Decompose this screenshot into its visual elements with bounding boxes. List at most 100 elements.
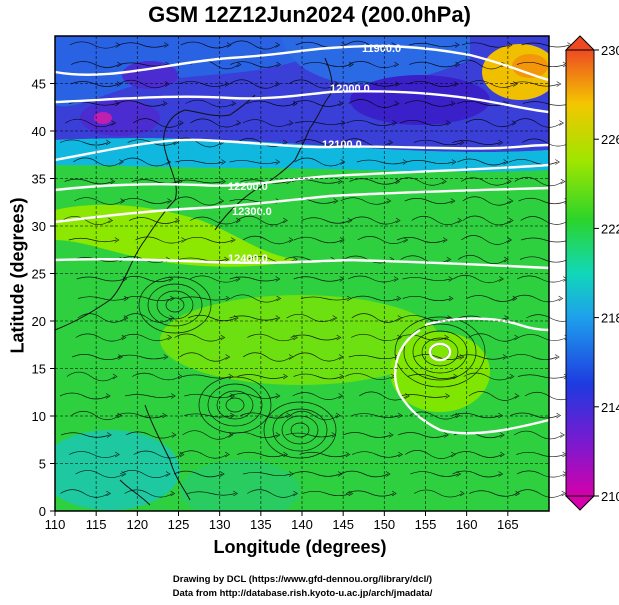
streamline bbox=[518, 197, 567, 205]
streamline-arrow bbox=[504, 315, 510, 321]
streamline bbox=[345, 490, 395, 497]
chart-title: GSM 12Z12Jun2024 (200.0hPa) bbox=[148, 2, 471, 27]
streamline-arrow bbox=[395, 81, 401, 87]
contour-line bbox=[393, 328, 550, 435]
streamline bbox=[289, 410, 339, 421]
streamline-arrow bbox=[499, 432, 505, 438]
credit-data-source: Data from http://database.rish.kyoto-u.a… bbox=[172, 588, 433, 599]
streamline bbox=[340, 197, 389, 205]
streamline-arrow bbox=[514, 334, 520, 341]
streamline bbox=[121, 198, 170, 204]
streamline bbox=[76, 276, 125, 282]
streamline bbox=[398, 432, 447, 438]
streamline-arrow bbox=[105, 139, 111, 146]
streamline-arrow bbox=[110, 178, 116, 185]
streamline-arrow bbox=[167, 334, 173, 341]
streamline bbox=[174, 333, 223, 342]
streamline bbox=[122, 275, 172, 283]
streamline-arrow bbox=[335, 412, 341, 419]
streamline bbox=[456, 354, 506, 360]
streamline bbox=[77, 313, 126, 323]
streamline bbox=[402, 277, 451, 281]
streamline-arrow bbox=[177, 178, 183, 185]
streamline-arrow bbox=[333, 198, 339, 204]
streamline-arrow bbox=[514, 393, 520, 399]
y-tick-label: 45 bbox=[32, 77, 46, 92]
streamline-arrow bbox=[442, 237, 448, 243]
streamline-arrow bbox=[288, 471, 294, 477]
streamline-arrow bbox=[123, 295, 129, 302]
streamline bbox=[190, 118, 239, 128]
streamline bbox=[60, 139, 109, 146]
streamline bbox=[175, 179, 224, 184]
y-axis-ticks: 0 5 10 15 20 25 30 35 40 45 bbox=[32, 77, 55, 519]
streamline-arrow bbox=[170, 393, 176, 399]
streamline bbox=[462, 215, 512, 226]
streamline bbox=[291, 471, 341, 477]
streamline-arrow bbox=[275, 432, 281, 438]
streamline bbox=[410, 471, 459, 477]
streamline bbox=[457, 254, 507, 265]
streamline-arrow bbox=[445, 393, 451, 399]
streamline bbox=[349, 81, 398, 87]
streamline bbox=[302, 490, 351, 497]
streamline-arrow bbox=[339, 373, 345, 380]
streamline-arrow bbox=[507, 42, 513, 48]
streamline bbox=[521, 237, 570, 243]
streamline-arrow bbox=[498, 471, 504, 477]
streamline bbox=[59, 392, 109, 400]
streamline bbox=[350, 295, 399, 302]
streamline bbox=[510, 81, 559, 87]
streamline bbox=[349, 178, 398, 185]
streamline-arrow bbox=[221, 159, 227, 165]
streamline-arrow bbox=[398, 451, 403, 458]
streamline bbox=[357, 235, 406, 245]
streamline-arrow bbox=[348, 61, 354, 68]
streamline-arrow bbox=[337, 471, 343, 477]
streamline bbox=[180, 41, 230, 49]
vortex-streamline bbox=[394, 316, 486, 388]
y-tick-label: 10 bbox=[32, 409, 46, 424]
streamline bbox=[400, 119, 449, 127]
streamline bbox=[240, 179, 289, 184]
credit-dcl: Drawing by DCL (https://www.gfd-dennou.o… bbox=[172, 574, 433, 585]
streamline bbox=[116, 412, 165, 419]
streamline-arrow bbox=[231, 100, 237, 107]
streamline-arrow bbox=[228, 373, 234, 380]
vortex-streamline bbox=[165, 297, 185, 313]
streamline-arrow bbox=[405, 393, 410, 399]
streamline bbox=[469, 490, 518, 497]
contour-label-12000: 12000.0 bbox=[330, 83, 370, 95]
streamline-arrow bbox=[118, 354, 123, 360]
streamline bbox=[187, 314, 237, 322]
streamline-arrow bbox=[395, 217, 401, 224]
coastline bbox=[54, 57, 333, 506]
colorbar-top-arrow bbox=[564, 35, 596, 51]
streamline bbox=[293, 276, 342, 282]
streamline-arrow bbox=[219, 198, 225, 204]
streamline bbox=[453, 274, 502, 284]
streamline-arrow bbox=[515, 490, 521, 497]
streamline-arrow bbox=[556, 81, 562, 87]
streamline-arrow bbox=[498, 412, 503, 419]
streamline bbox=[243, 471, 292, 477]
streamline-arrow bbox=[167, 198, 173, 204]
x-tick-label: 115 bbox=[86, 517, 107, 532]
streamline bbox=[348, 354, 397, 360]
contour-line bbox=[54, 90, 550, 114]
streamline bbox=[292, 100, 341, 107]
streamline bbox=[411, 215, 460, 226]
streamline bbox=[175, 160, 224, 164]
streamline bbox=[518, 334, 567, 341]
streamline bbox=[402, 295, 452, 302]
colorbar-tick-label: 218 bbox=[601, 311, 619, 326]
streamline-arrow bbox=[105, 393, 111, 399]
streamline bbox=[69, 451, 118, 458]
streamline-arrow bbox=[221, 178, 226, 185]
streamline-arrow bbox=[394, 100, 400, 107]
streamline-arrow bbox=[388, 432, 394, 438]
streamline-arrow bbox=[163, 354, 169, 360]
streamline-arrow bbox=[224, 451, 230, 458]
streamline bbox=[73, 157, 122, 167]
streamline-arrow bbox=[336, 334, 342, 341]
